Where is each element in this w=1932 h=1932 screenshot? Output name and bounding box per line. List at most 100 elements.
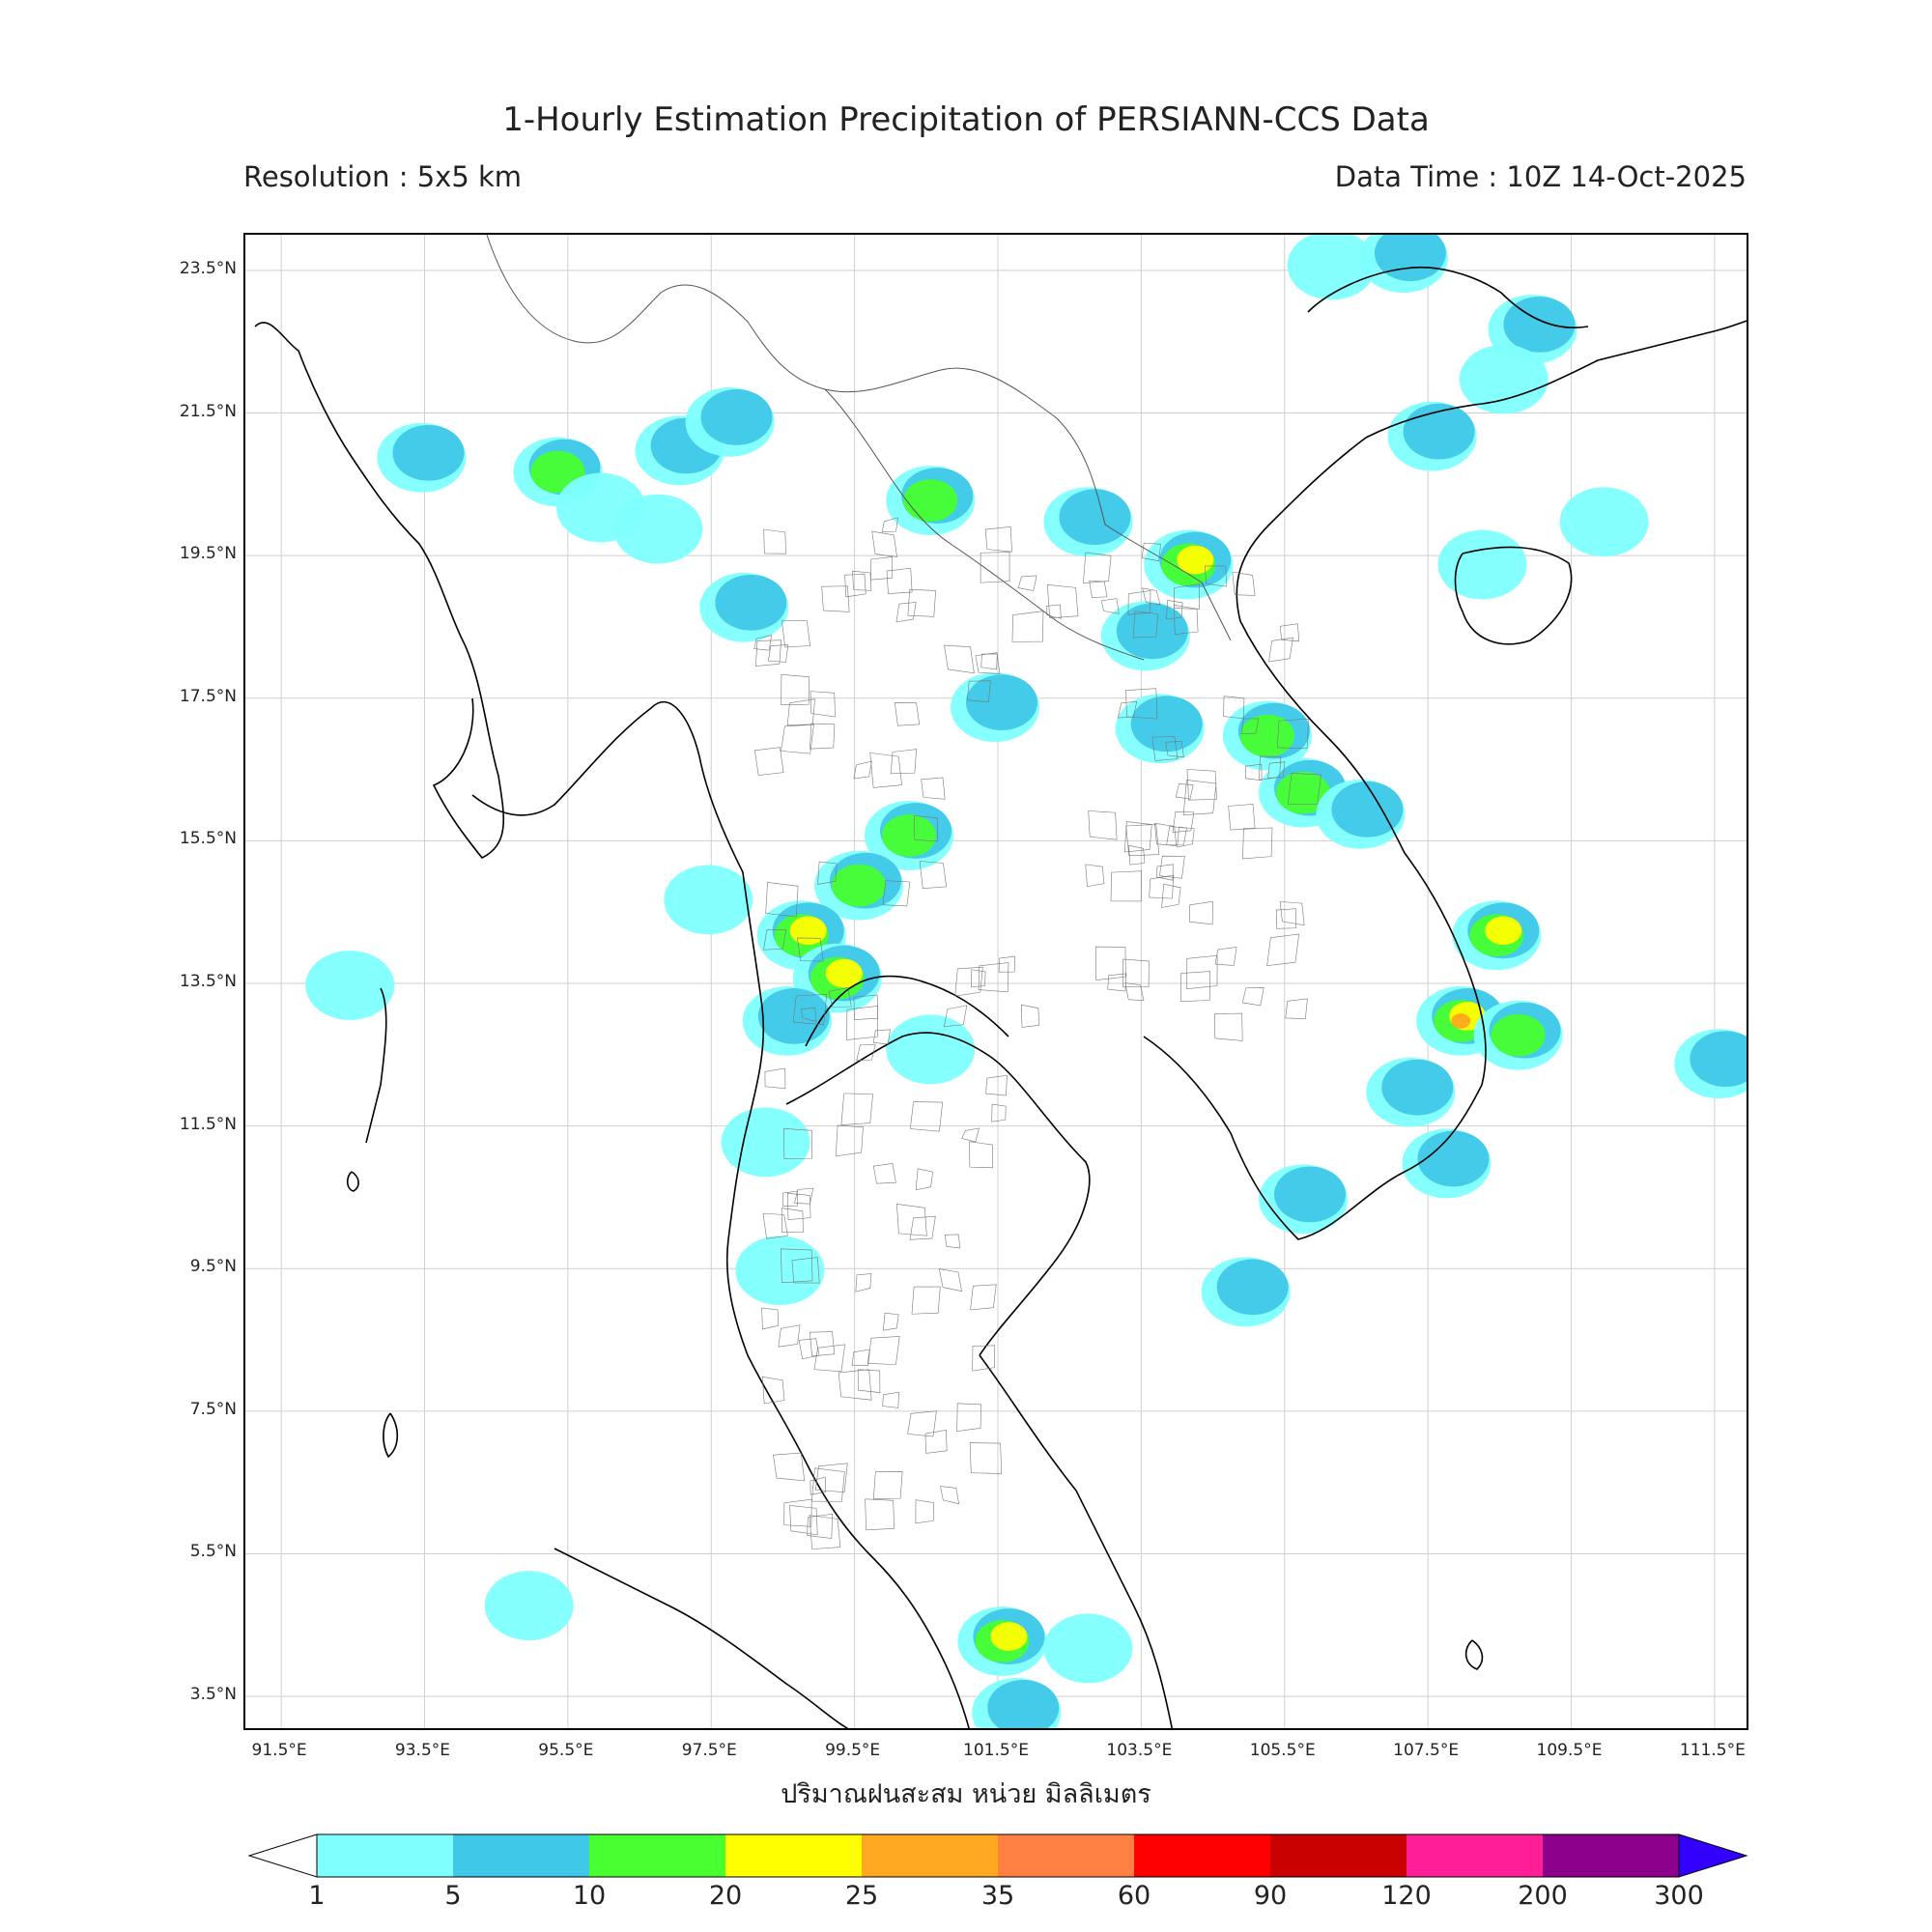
lon-tick-label: 95.5°E (538, 1741, 594, 1760)
province-boundary (856, 1044, 876, 1062)
colorbar-segment (998, 1834, 1134, 1877)
rain-intensity-0 (484, 1571, 574, 1641)
province-boundary (1011, 611, 1044, 642)
province-boundary (911, 1286, 941, 1315)
rain-cell (1316, 779, 1406, 849)
map-gridlines (245, 235, 1747, 1728)
province-boundary (852, 570, 872, 591)
province-boundary (998, 955, 1015, 973)
province-boundary (915, 1499, 934, 1524)
province-boundary (1189, 900, 1213, 925)
lon-tick-label: 111.5°E (1679, 1741, 1746, 1760)
province-boundary (1232, 571, 1256, 596)
colorbar-tick-label: 1 (308, 1881, 326, 1911)
rain-intensity-2 (1239, 714, 1294, 757)
province-boundary (768, 644, 789, 663)
colorbar-tick-label: 300 (1654, 1881, 1704, 1911)
province-boundary (924, 1429, 948, 1454)
province-boundary (855, 1273, 872, 1293)
province-boundary (1214, 946, 1237, 966)
lat-tick-label: 9.5°N (189, 1257, 237, 1277)
province-boundary (882, 1391, 899, 1408)
rain-intensity-1 (1381, 1059, 1454, 1116)
rain-intensity-1 (1331, 781, 1404, 838)
province-boundary (853, 760, 872, 780)
rain-intensity-1 (1403, 403, 1475, 460)
province-boundary (789, 1505, 818, 1536)
rain-intensity-0 (1437, 529, 1527, 600)
colorbar-segment (1543, 1834, 1679, 1877)
precipitation-map (245, 235, 1747, 1728)
province-boundary (1045, 604, 1062, 619)
province-boundary (1205, 565, 1228, 587)
province-boundary (991, 1103, 1007, 1122)
colorbar-tick-label: 60 (1117, 1881, 1151, 1911)
rain-intensity-3 (1485, 916, 1522, 946)
province-boundary (882, 880, 911, 907)
colorbar-outline (316, 1833, 1680, 1878)
province-boundary (763, 528, 786, 554)
province-boundary (1110, 870, 1142, 902)
province-boundary (782, 1190, 798, 1207)
province-boundary (1165, 741, 1184, 758)
rain-cell (886, 466, 976, 535)
province-boundary (980, 552, 1010, 583)
rain-intensity-0 (735, 1236, 825, 1306)
province-boundary (913, 815, 939, 842)
rain-cell (957, 1606, 1047, 1676)
province-boundary (1277, 718, 1309, 750)
rain-intensity-1 (966, 674, 1037, 731)
province-boundary (809, 1331, 836, 1357)
lat-tick-label: 5.5°N (189, 1542, 237, 1562)
province-boundary (970, 969, 986, 988)
province-boundary (1279, 901, 1305, 926)
chart-title: 1-Hourly Estimation Precipitation of PER… (502, 100, 1430, 139)
rain-intensity-0 (305, 951, 395, 1020)
lat-tick-label: 11.5°N (179, 1114, 237, 1134)
province-boundary (944, 644, 975, 674)
rain-intensity-0 (1287, 235, 1377, 300)
country-borders (486, 235, 1232, 661)
lon-tick-label: 93.5°E (394, 1741, 451, 1760)
province-boundary (1094, 946, 1126, 980)
rain-cell (1144, 529, 1234, 600)
province-boundary (1154, 822, 1178, 846)
colorbar-tick-label: 5 (444, 1881, 462, 1911)
rain-cell (814, 850, 904, 921)
map-panel (243, 233, 1748, 1730)
colorbar-tick-label: 200 (1518, 1881, 1568, 1911)
province-boundary (783, 1498, 812, 1527)
province-boundary (1161, 883, 1181, 908)
province-boundary (1149, 874, 1175, 899)
province-boundary (894, 702, 921, 726)
province-boundary (1089, 580, 1108, 598)
lon-tick-label: 99.5°E (825, 1741, 881, 1760)
province-boundary (857, 1369, 881, 1393)
province-boundary (1088, 810, 1118, 840)
province-boundary (807, 1513, 833, 1539)
province-boundary (773, 1452, 806, 1482)
province-boundary (817, 861, 838, 885)
province-boundary (1179, 971, 1210, 1002)
rain-cell (484, 1571, 574, 1641)
rain-cell (1043, 487, 1133, 557)
lon-tick-label: 105.5°E (1249, 1741, 1316, 1760)
province-boundary (791, 1257, 820, 1284)
rain-cell (1366, 1057, 1456, 1127)
rain-cell (742, 986, 832, 1056)
rain-intensity-2 (881, 814, 936, 857)
rain-intensity-1 (1116, 603, 1188, 660)
province-boundary (835, 1124, 864, 1157)
province-boundary (761, 1307, 780, 1330)
rain-intensity-1 (1216, 1259, 1289, 1316)
province-boundary (980, 653, 998, 670)
province-boundary (1186, 954, 1218, 989)
colorbar-tick-label: 25 (844, 1881, 879, 1911)
province-boundary (1128, 844, 1146, 866)
colorbar-tick-label: 120 (1381, 1881, 1432, 1911)
rain-cell (1459, 344, 1548, 414)
rain-cell (1201, 1257, 1291, 1327)
province-boundary (754, 747, 784, 776)
province-boundary (1020, 1004, 1039, 1028)
lat-tick-label: 19.5°N (179, 544, 237, 564)
